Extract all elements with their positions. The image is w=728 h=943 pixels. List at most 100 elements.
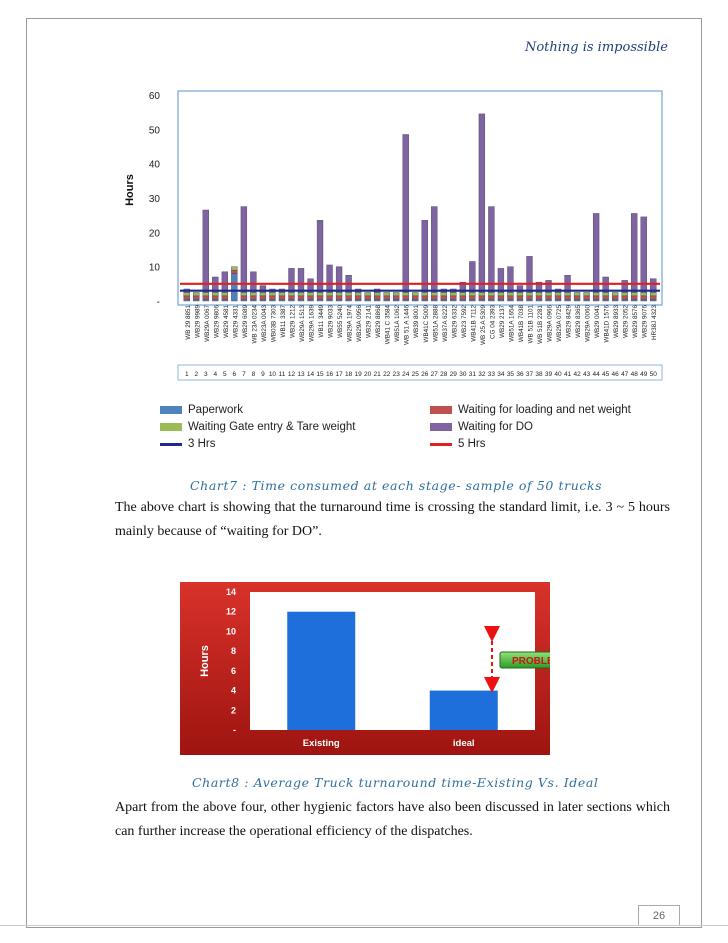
- chart7-bar-segment: [478, 113, 486, 293]
- chart7-bar-segment: [564, 299, 571, 302]
- chart7-bar-segment: [583, 295, 590, 300]
- chart8-y-tick: 8: [231, 646, 236, 656]
- chart7-category-label: WB29A 0067: [204, 305, 211, 342]
- chart7-category-label: WB 51B 1101: [527, 305, 534, 344]
- chart7-bar-segment: [193, 292, 200, 297]
- chart7-bar-segment: [554, 299, 562, 302]
- chart7-index-label: 49: [640, 371, 648, 378]
- chart7-bar-segment: [288, 292, 295, 297]
- chart7-category-label: WB29A 1974: [347, 305, 354, 342]
- chart7-index-label: 10: [269, 371, 277, 378]
- chart7-bar-segment: [573, 292, 581, 297]
- chart7-bar-segment: [202, 209, 209, 293]
- chart7-index-label: 35: [507, 371, 515, 378]
- chart7-bar-segment: [440, 299, 447, 302]
- chart7-bar-segment: [440, 292, 447, 297]
- chart7-bar-segment: [259, 285, 267, 293]
- chart7-bar-segment: [345, 299, 352, 302]
- chart7-bar-segment: [526, 295, 533, 300]
- chart7-category-label: WB23A 0043: [261, 305, 268, 342]
- chart7-bar-segment: [240, 292, 248, 297]
- chart7-index-label: 12: [288, 371, 296, 378]
- chart7-bar-segment: [383, 292, 390, 297]
- chart7-index-label: 5: [223, 371, 227, 378]
- chart7-bar-segment: [326, 299, 333, 302]
- chart7-category-label: WB29 9989: [194, 305, 201, 338]
- chart7-bar-segment: [631, 292, 638, 297]
- chart7-bar-segment: [497, 292, 505, 297]
- chart7-bar-segment: [240, 206, 248, 293]
- chart7-bar-segment: [374, 295, 381, 300]
- chart7-bar-segment: [535, 299, 543, 302]
- chart7-bar-segment: [612, 292, 619, 297]
- chart7-category-label: WB 51B 2281: [537, 305, 544, 344]
- chart7-category-label: WB41D 1576: [604, 305, 611, 343]
- chart7-bar-segment: [231, 266, 238, 271]
- chart7-bar-segment: [364, 295, 371, 300]
- chart7-bar-segment: [450, 292, 457, 297]
- chart7-bar-segment: [221, 295, 228, 300]
- chart7-index-label: 37: [526, 371, 534, 378]
- legend-swatch-3hrs: [160, 442, 182, 446]
- chart7-bar-segment: [602, 295, 609, 300]
- chart7-bar-segment: [345, 292, 352, 297]
- chart7-bar-segment: [202, 299, 209, 302]
- chart8-bar: [287, 611, 356, 730]
- chart7-bar-segment: [335, 266, 343, 293]
- chart7-bar-segment: [621, 295, 628, 300]
- chart7-category-label: WB11 3387: [280, 305, 287, 338]
- chart7-bar-segment: [250, 271, 257, 293]
- chart7-category-label: WB 51 A 1446: [404, 305, 411, 345]
- chart7-bar-segment: [459, 299, 466, 302]
- chart7-index-label: 1: [185, 371, 189, 378]
- chart7-bar-segment: [421, 292, 428, 297]
- chart7-category-label: WB29 2141: [366, 305, 373, 338]
- chart8-problem-label: PROBLEM: [512, 656, 550, 667]
- chart7-bar-segment: [402, 299, 409, 302]
- chart7-bar-segment: [231, 269, 238, 274]
- chart7-bar-segment: [564, 292, 571, 297]
- chart7-bar-segment: [516, 299, 524, 302]
- legend-item-3hrs: 3 Hrs: [160, 438, 215, 450]
- chart7-bar-segment: [535, 281, 543, 293]
- chart7-bar-segment: [478, 299, 486, 302]
- chart8-y-tick: -: [233, 725, 236, 735]
- chart7-bar-segment: [621, 299, 628, 302]
- chart7-bar-segment: [640, 292, 647, 297]
- chart7-bar-segment: [450, 299, 457, 302]
- chart7-index-label: 39: [545, 371, 553, 378]
- chart7-index-label: 40: [554, 371, 562, 378]
- chart7-bar-segment: [383, 295, 390, 300]
- chart7-bar-segment: [431, 206, 438, 293]
- chart7-category-label: WB29 4581: [223, 305, 230, 338]
- chart7-bar-segment: [288, 295, 295, 300]
- chart7-index-label: 33: [488, 371, 496, 378]
- chart7-bar-segment: [221, 299, 228, 302]
- chart7-bar-segment: [431, 299, 438, 302]
- chart7-bar-segment: [250, 299, 257, 302]
- chart7-index-label: 2: [194, 371, 198, 378]
- chart7-bar-segment: [516, 295, 524, 300]
- chart8-category-label: Existing: [303, 738, 340, 749]
- chart7-category-label: WB 29 8851: [185, 305, 192, 340]
- chart7-index-label: 48: [631, 371, 639, 378]
- chart7-bar-segment: [278, 292, 286, 297]
- chart7-bar-segment: [259, 295, 267, 300]
- chart8-category-label: ideal: [453, 738, 475, 749]
- chart7-bar-segment: [193, 295, 200, 300]
- chart8-caption: Chart8 : Average Truck turnaround time-E…: [192, 775, 599, 790]
- chart7-bar-segment: [364, 292, 371, 297]
- chart7-bar-segment: [288, 299, 295, 302]
- legend-label-5hrs: 5 Hrs: [458, 438, 486, 450]
- chart8-problem-badge: [499, 651, 550, 669]
- chart7-bar-segment: [554, 295, 562, 300]
- legend-swatch-paperwork: [160, 406, 182, 414]
- chart7-bar-segment: [631, 299, 638, 302]
- legend-item-5hrs: 5 Hrs: [430, 438, 485, 450]
- chart7-bar-segment: [307, 295, 314, 300]
- chart8-y-tick: 14: [226, 587, 236, 597]
- chart7-bar-segment: [440, 295, 447, 300]
- chart7-bar-segment: [297, 295, 305, 300]
- chart7-bar-segment: [564, 295, 571, 300]
